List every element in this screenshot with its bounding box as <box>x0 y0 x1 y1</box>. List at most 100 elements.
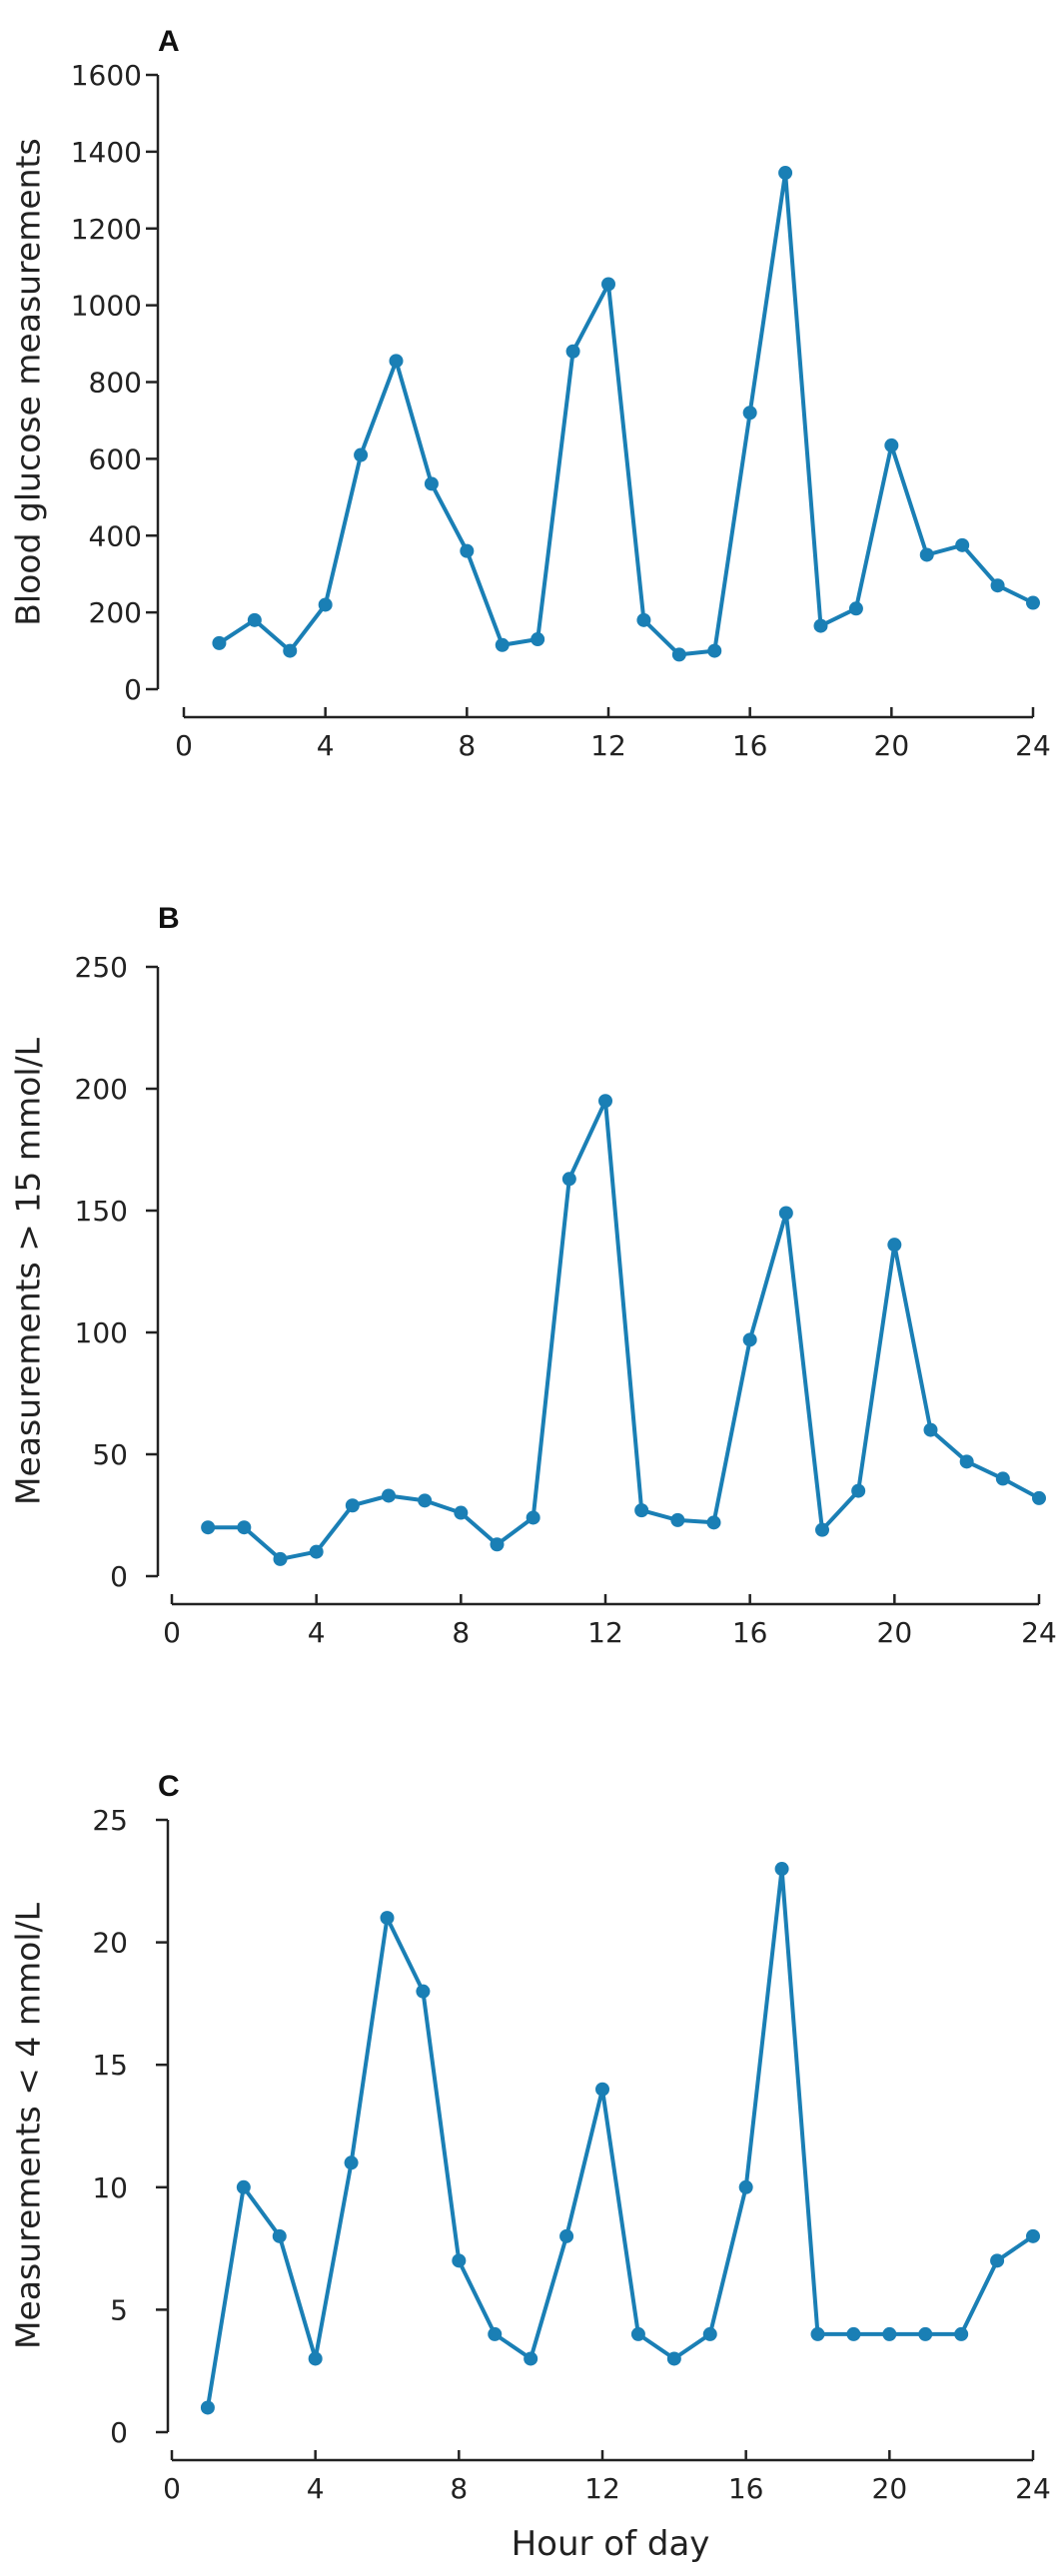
data-point <box>1032 1490 1046 1505</box>
data-point <box>990 2253 1005 2268</box>
data-point <box>990 578 1005 593</box>
data-point <box>601 277 615 292</box>
data-point <box>813 618 828 633</box>
data-point <box>237 1520 252 1535</box>
data-point <box>1026 2228 1040 2243</box>
data-point <box>354 447 369 462</box>
data-point <box>848 601 863 616</box>
x-tick-label: 4 <box>308 1616 326 1649</box>
data-point <box>561 1172 576 1187</box>
series-line <box>205 1867 1035 2408</box>
data-point <box>671 647 686 662</box>
x-tick-label: 16 <box>728 2472 764 2505</box>
data-point <box>200 2400 215 2415</box>
data-point <box>309 1544 324 1559</box>
data-point <box>670 1512 685 1527</box>
data-point <box>702 2326 717 2341</box>
data-point <box>460 543 475 558</box>
y-tick-label: 1000 <box>71 290 142 323</box>
data-point <box>887 1238 902 1253</box>
y-tick-label: 0 <box>110 1560 128 1593</box>
y-tick-label: 50 <box>92 1438 128 1471</box>
data-point <box>345 1498 360 1513</box>
y-tick-label: 1400 <box>71 136 142 169</box>
y-tick-label: 5 <box>110 2293 128 2326</box>
y-axis-label: Blood glucose measurements <box>9 138 48 625</box>
data-point <box>454 1505 469 1520</box>
y-tick-label: 20 <box>92 1927 128 1960</box>
data-point <box>955 537 970 552</box>
series-line <box>208 1099 1040 1561</box>
y-tick-label: 800 <box>89 367 142 400</box>
x-tick-label: 20 <box>877 1616 913 1649</box>
data-point <box>884 437 899 452</box>
data-point <box>815 1522 829 1537</box>
x-tick-label: 12 <box>584 2472 620 2505</box>
chart-panel-B: B 0 50 100 150 200 250 0 4 8 12 16 20 24 Measurements … <box>9 902 1057 1649</box>
data-point <box>524 2351 538 2366</box>
data-point <box>706 1515 721 1530</box>
x-tick-label: 16 <box>732 1616 768 1649</box>
data-point <box>959 1454 974 1469</box>
data-point <box>634 1503 649 1518</box>
data-point <box>742 1332 757 1347</box>
data-point <box>882 2326 897 2341</box>
y-tick-label: 1200 <box>71 213 142 246</box>
x-tick-label: 16 <box>732 729 768 762</box>
data-point <box>738 2179 753 2194</box>
data-point <box>559 2228 574 2243</box>
x-tick-label: 24 <box>1021 1616 1057 1649</box>
data-point <box>595 2082 609 2097</box>
y-tick-label: 10 <box>92 2171 128 2204</box>
x-axis-label: Hour of day <box>512 2524 710 2564</box>
data-point <box>851 1483 866 1498</box>
data-point <box>918 2326 933 2341</box>
x-tick-label: 0 <box>175 729 193 762</box>
x-tick-label: 20 <box>872 2472 908 2505</box>
y-tick-label: 400 <box>89 519 142 552</box>
data-point <box>201 1520 216 1535</box>
y-tick-label: 0 <box>110 2416 128 2449</box>
y-tick-label: 150 <box>75 1195 128 1228</box>
data-point <box>273 1551 288 1566</box>
y-tick-label: 600 <box>89 442 142 475</box>
data-point <box>452 2253 467 2268</box>
data-point <box>778 166 793 181</box>
data-point <box>565 344 580 359</box>
y-tick-label: 200 <box>75 1073 128 1106</box>
x-tick-label: 8 <box>458 729 476 762</box>
y-axis-label: Measurements > 15 mmol/L <box>9 1037 48 1505</box>
data-point <box>308 2351 323 2366</box>
data-point <box>636 612 651 627</box>
data-point <box>742 406 757 421</box>
data-point <box>488 2326 503 2341</box>
data-point <box>380 1911 395 1926</box>
data-point <box>382 1488 396 1503</box>
y-tick-label: 1600 <box>71 59 142 92</box>
data-point <box>995 1471 1010 1486</box>
data-point <box>923 1422 938 1437</box>
data-point <box>389 354 404 369</box>
data-point <box>416 1984 431 1999</box>
data-point <box>283 643 298 658</box>
x-tick-label: 8 <box>450 2472 468 2505</box>
data-point <box>424 476 439 491</box>
data-point <box>318 597 333 612</box>
y-tick-label: 25 <box>92 1804 128 1837</box>
data-point <box>846 2326 861 2341</box>
data-point <box>666 2351 681 2366</box>
chart-panel-A: A 0 200 400 600 800 1000 1200 1400 1600 0 4 8 12 16 20 2… <box>9 25 1051 762</box>
x-tick-label: 12 <box>587 1616 623 1649</box>
x-tick-label: 4 <box>307 2472 325 2505</box>
panel-label: C <box>158 1770 180 1803</box>
x-tick-label: 8 <box>452 1616 470 1649</box>
y-tick-label: 100 <box>75 1316 128 1349</box>
data-point <box>495 637 510 652</box>
data-point <box>810 2326 825 2341</box>
data-point <box>630 2326 645 2341</box>
x-tick-label: 20 <box>874 729 910 762</box>
y-tick-label: 0 <box>124 673 142 706</box>
y-tick-label: 250 <box>75 951 128 984</box>
data-point <box>531 632 545 647</box>
